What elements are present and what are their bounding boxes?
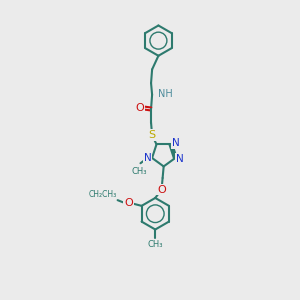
Text: CH₂CH₃: CH₂CH₃: [88, 190, 117, 199]
Text: O: O: [157, 184, 166, 194]
Text: O: O: [136, 103, 144, 113]
Text: CH₃: CH₃: [148, 240, 163, 249]
Text: S: S: [148, 130, 156, 140]
Text: N: N: [172, 138, 179, 148]
Text: NH: NH: [158, 89, 173, 99]
Text: N: N: [144, 153, 151, 163]
Text: CH₃: CH₃: [132, 167, 147, 176]
Text: N: N: [176, 154, 184, 164]
Text: O: O: [124, 198, 133, 208]
